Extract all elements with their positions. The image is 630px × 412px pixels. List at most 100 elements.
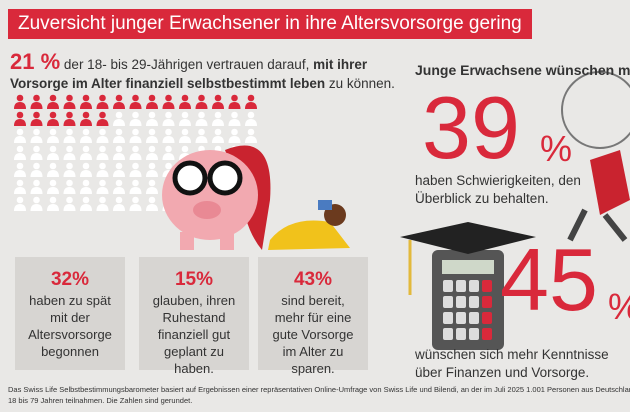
icon-body [63,136,76,143]
icon-head [16,196,24,204]
person-icon [228,111,241,126]
people-grid [14,94,257,211]
book [318,200,332,210]
stat-text: wünschen sich mehr Kenntnisse über Finan… [415,347,609,380]
icon-head [148,94,156,102]
footnote-line: 18 bis 79 Jahren teilnahmen. Die Zahlen … [8,396,193,405]
icon-body [129,187,142,194]
icon-body [228,119,241,126]
icon-head [82,179,90,187]
icon-head [82,94,90,102]
footnote: Das Swiss Life Selbstbestimmungsbaromete… [8,384,630,406]
icon-head [115,179,123,187]
person-icon [146,162,158,177]
calculator-key [443,296,453,308]
person-icon [63,128,76,143]
calculator-display [442,260,494,274]
icon-head [214,94,222,102]
icon-body [30,204,43,211]
icon-head [247,94,255,102]
icon-body [14,102,26,109]
person-icon [195,128,208,143]
icon-head [49,196,57,204]
glasses [207,160,243,196]
icon-body [47,187,59,194]
icon-body [47,204,59,211]
icon-body [146,119,158,126]
icon-body [47,153,59,160]
icon-head [99,162,106,170]
person-icon [129,179,142,194]
icon-body [146,102,158,109]
icon-head [231,94,238,102]
person-icon [80,196,92,211]
person-icon [96,162,109,177]
person-icon [113,179,125,194]
icon-body [162,119,175,126]
box-text: haben zu spät mit der Altersvorsorge beg… [28,293,112,359]
icon-head [115,196,123,204]
icon-head [132,111,139,119]
icon-head [16,111,24,119]
leg [180,232,194,250]
person-icon [63,145,76,160]
person-icon [63,94,76,109]
person-icon [245,94,257,109]
icon-head [132,128,139,136]
person-icon [113,94,125,109]
icon-head [132,196,139,204]
icon-head [115,128,123,136]
person-icon [80,128,92,143]
icon-body [14,136,26,143]
calculator [432,250,504,350]
icon-body [129,204,142,211]
icon-body [212,136,224,143]
person-icon [146,128,158,143]
person-icon [30,196,43,211]
icon-head [165,145,172,153]
icon-body [146,187,158,194]
icon-body [80,136,92,143]
icon-head [198,94,205,102]
icon-head [132,179,139,187]
person-icon [14,128,26,143]
footnote-line: Das Swiss Life Selbstbestimmungsbaromete… [8,385,630,394]
calculator-key [469,296,479,308]
icon-body [63,187,76,194]
person-icon [113,196,125,211]
icon-body [113,119,125,126]
person-icon [96,111,109,126]
icon-body [96,153,109,160]
graduation-cap [400,222,536,254]
icon-head [132,94,139,102]
person-icon [212,128,224,143]
intro: 21 % der 18- bis 29-Jährigen vertrauen d… [10,51,410,93]
person-icon [14,145,26,160]
icon-head [181,94,189,102]
icon-head [49,179,57,187]
person-icon [129,94,142,109]
person-icon [195,111,208,126]
person-icon [245,111,257,126]
runner-legs [567,208,628,242]
icon-body [47,136,59,143]
person-icon [80,145,92,160]
icon-head [82,162,90,170]
icon-body [113,204,125,211]
person-icon [96,179,109,194]
icon-head [198,128,205,136]
runner [590,150,630,215]
icon-head [16,145,24,153]
calculator-key [443,328,453,340]
person-icon [129,111,142,126]
icon-body [63,119,76,126]
icon-body [245,136,257,143]
icon-head [247,128,255,136]
icon-body [14,153,26,160]
icon-body [80,170,92,177]
icon-head [165,162,172,170]
icon-head [66,145,73,153]
person-icon [162,128,175,143]
calculator-key [482,296,492,308]
person-icon [129,196,142,211]
